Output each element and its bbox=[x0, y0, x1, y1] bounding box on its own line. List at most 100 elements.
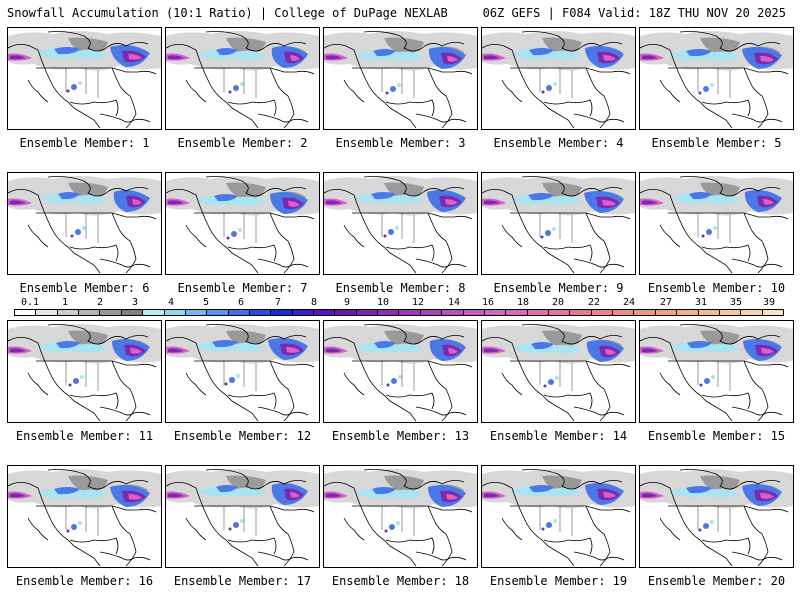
ensemble-map-panel bbox=[323, 172, 478, 275]
ensemble-member-label: Ensemble Member: 7 bbox=[177, 281, 308, 295]
ensemble-map-panel bbox=[7, 320, 162, 423]
ensemble-member-label: Ensemble Member: 13 bbox=[331, 429, 470, 443]
color-scale-tick-label: 35 bbox=[729, 297, 743, 308]
ensemble-map-panel bbox=[7, 465, 162, 568]
ensemble-member-label: Ensemble Member: 14 bbox=[489, 429, 628, 443]
color-scale-swatch bbox=[57, 310, 80, 315]
ensemble-map-panel bbox=[639, 320, 794, 423]
color-scale-tick-label: 0.1 bbox=[20, 297, 40, 308]
north-america-snowfall-map bbox=[640, 28, 793, 129]
north-america-snowfall-map bbox=[8, 321, 161, 422]
north-america-snowfall-map bbox=[166, 321, 319, 422]
ensemble-member-label: Ensemble Member: 15 bbox=[647, 429, 786, 443]
color-scale-swatch bbox=[249, 310, 272, 315]
color-scale-tick-label: 22 bbox=[587, 297, 601, 308]
color-scale-tick-label: 2 bbox=[96, 297, 104, 308]
ensemble-member-label: Ensemble Member: 2 bbox=[177, 136, 308, 150]
ensemble-member-label: Ensemble Member: 16 bbox=[15, 574, 154, 588]
north-america-snowfall-map bbox=[482, 466, 635, 567]
color-scale-swatch bbox=[207, 310, 229, 315]
color-scale-swatch bbox=[15, 310, 37, 315]
ensemble-member-label: Ensemble Member: 11 bbox=[15, 429, 154, 443]
color-scale-swatch bbox=[314, 310, 336, 315]
color-scale-swatch bbox=[698, 310, 720, 315]
north-america-snowfall-map bbox=[482, 28, 635, 129]
color-scale-swatch bbox=[228, 310, 250, 315]
color-scale-tick-label: 5 bbox=[202, 297, 210, 308]
color-scale-tick-label: 1 bbox=[61, 297, 69, 308]
ensemble-map-panel bbox=[481, 27, 636, 130]
color-scale-swatch bbox=[506, 310, 528, 315]
ensemble-map-panel bbox=[639, 465, 794, 568]
color-scale-swatch bbox=[527, 310, 549, 315]
ensemble-member-label: Ensemble Member: 5 bbox=[651, 136, 782, 150]
color-scale-tick-label: 6 bbox=[237, 297, 245, 308]
ensemble-member-label: Ensemble Member: 20 bbox=[647, 574, 786, 588]
color-scale-swatch bbox=[79, 310, 101, 315]
ensemble-member-label: Ensemble Member: 6 bbox=[19, 281, 150, 295]
ensemble-member-label: Ensemble Member: 12 bbox=[173, 429, 312, 443]
snowfall-color-scale bbox=[14, 309, 784, 316]
color-scale-tick-label: 16 bbox=[481, 297, 495, 308]
north-america-snowfall-map bbox=[640, 466, 793, 567]
north-america-snowfall-map bbox=[324, 466, 477, 567]
ensemble-map-panel bbox=[7, 172, 162, 275]
color-scale-swatch bbox=[719, 310, 742, 315]
north-america-snowfall-map bbox=[324, 28, 477, 129]
color-scale-tick-label: 18 bbox=[516, 297, 530, 308]
ensemble-member-label: Ensemble Member: 8 bbox=[335, 281, 466, 295]
color-scale-swatch bbox=[271, 310, 293, 315]
ensemble-map-panel bbox=[481, 172, 636, 275]
ensemble-member-label: Ensemble Member: 4 bbox=[493, 136, 624, 150]
color-scale-swatch bbox=[356, 310, 379, 315]
ensemble-member-label: Ensemble Member: 18 bbox=[331, 574, 470, 588]
ensemble-map-panel bbox=[481, 320, 636, 423]
color-scale-tick-label: 27 bbox=[659, 297, 673, 308]
color-scale-swatch bbox=[143, 310, 165, 315]
ensemble-member-label: Ensemble Member: 17 bbox=[173, 574, 312, 588]
color-scale-swatch bbox=[762, 310, 783, 315]
ensemble-member-label: Ensemble Member: 3 bbox=[335, 136, 466, 150]
color-scale-tick-label: 9 bbox=[343, 297, 351, 308]
color-scale-swatch bbox=[677, 310, 699, 315]
ensemble-map-panel bbox=[165, 172, 320, 275]
color-scale-tick-label: 4 bbox=[167, 297, 175, 308]
ensemble-member-label: Ensemble Member: 1 bbox=[19, 136, 150, 150]
north-america-snowfall-map bbox=[640, 173, 793, 274]
color-scale-tick-label: 24 bbox=[622, 297, 636, 308]
ensemble-map-panel bbox=[323, 465, 478, 568]
color-scale-swatch bbox=[591, 310, 614, 315]
color-scale-tick-label: 10 bbox=[376, 297, 390, 308]
north-america-snowfall-map bbox=[166, 28, 319, 129]
north-america-snowfall-map bbox=[324, 321, 477, 422]
color-scale-tick-label: 3 bbox=[131, 297, 139, 308]
ensemble-map-panel bbox=[165, 465, 320, 568]
color-scale-tick-label: 14 bbox=[447, 297, 461, 308]
color-scale-tick-label: 12 bbox=[411, 297, 425, 308]
color-scale-swatch bbox=[570, 310, 592, 315]
north-america-snowfall-map bbox=[640, 321, 793, 422]
color-scale-swatch bbox=[634, 310, 656, 315]
color-scale-swatch bbox=[442, 310, 464, 315]
color-scale-swatch bbox=[335, 310, 357, 315]
north-america-snowfall-map bbox=[324, 173, 477, 274]
ensemble-map-panel bbox=[323, 320, 478, 423]
north-america-snowfall-map bbox=[482, 173, 635, 274]
north-america-snowfall-map bbox=[8, 28, 161, 129]
ensemble-map-panel bbox=[481, 465, 636, 568]
color-scale-tick-label: 20 bbox=[551, 297, 565, 308]
color-scale-swatch bbox=[185, 310, 208, 315]
ensemble-map-panel bbox=[323, 27, 478, 130]
ensemble-map-panel bbox=[639, 172, 794, 275]
ensemble-map-panel bbox=[7, 27, 162, 130]
color-scale-swatch bbox=[484, 310, 507, 315]
color-scale-swatch bbox=[420, 310, 443, 315]
color-scale-swatch bbox=[100, 310, 122, 315]
north-america-snowfall-map bbox=[166, 173, 319, 274]
color-scale-swatch bbox=[36, 310, 58, 315]
north-america-snowfall-map bbox=[482, 321, 635, 422]
north-america-snowfall-map bbox=[8, 466, 161, 567]
color-scale-tick-label: 8 bbox=[310, 297, 318, 308]
ensemble-member-label: Ensemble Member: 19 bbox=[489, 574, 628, 588]
color-scale-swatch bbox=[164, 310, 186, 315]
